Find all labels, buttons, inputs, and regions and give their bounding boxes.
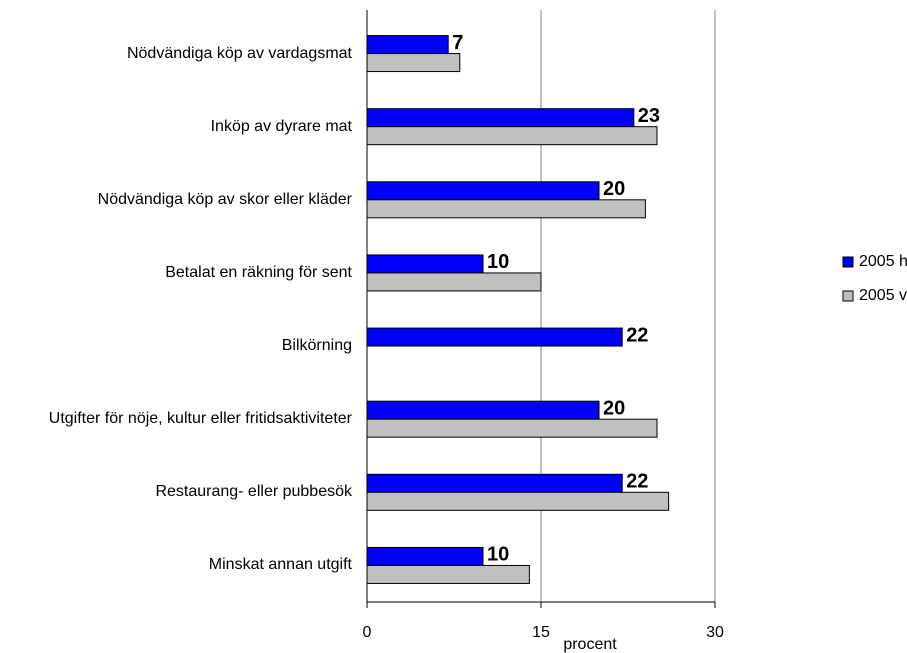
bar (366, 126, 658, 146)
bar (366, 53, 461, 73)
value-label: 22 (626, 324, 648, 346)
bar (366, 546, 484, 566)
value-label: 10 (487, 544, 509, 566)
legend-label: 2005 vår (859, 286, 907, 304)
value-label: 10 (487, 251, 509, 273)
category-label: Bilkörning (7, 335, 352, 357)
category-label: Nödvändiga köp av skor eller kläder (7, 189, 352, 211)
category-text: Nödvändiga köp av skor eller kläder (97, 190, 352, 208)
bar (366, 35, 449, 55)
category-label: Restaurang- eller pubbesök (7, 481, 352, 503)
bar (366, 564, 530, 584)
x-tick-label: 0 (363, 624, 372, 641)
bar (366, 473, 623, 493)
value-label: 23 (638, 105, 660, 127)
bar (366, 400, 600, 420)
bar (366, 491, 670, 511)
category-text: Minskat annan utgift (208, 556, 352, 574)
category-label: Nödvändiga köp av vardagsmat (7, 43, 352, 65)
bar (366, 327, 623, 347)
legend-swatch (842, 290, 854, 302)
category-label: Betalat en räkning för sent (7, 262, 352, 284)
bar (366, 108, 635, 128)
x-axis-label: procent (563, 636, 617, 653)
category-label: Inköp av dyrare mat (7, 116, 352, 138)
category-text: Betalat en räkning för sent (165, 263, 352, 281)
category-text: Bilkörning (281, 337, 352, 355)
category-text: Inköp av dyrare mat (210, 117, 352, 135)
value-label: 20 (603, 178, 625, 200)
category-text: Utgifter för nöje, kultur eller fritidsa… (48, 410, 352, 428)
category-label: Minskat annan utgift (7, 554, 352, 576)
value-label: 7 (452, 32, 463, 54)
legend-label: 2005 höst (859, 253, 907, 270)
value-label: 20 (603, 397, 625, 419)
x-tick-label: 30 (706, 624, 724, 641)
legend-swatch (842, 256, 854, 268)
x-tick-label: 15 (532, 624, 550, 641)
category-label: Utgifter för nöje, kultur eller fritidsa… (7, 408, 352, 430)
bar (366, 272, 542, 292)
value-label: 22 (626, 471, 648, 493)
bar (366, 199, 646, 219)
bar (366, 254, 484, 274)
category-text: Restaurang- eller pubbesök (155, 483, 352, 501)
category-text: Nödvändiga köp av vardagsmat (126, 44, 352, 62)
bar (366, 181, 600, 201)
bar (366, 418, 658, 438)
